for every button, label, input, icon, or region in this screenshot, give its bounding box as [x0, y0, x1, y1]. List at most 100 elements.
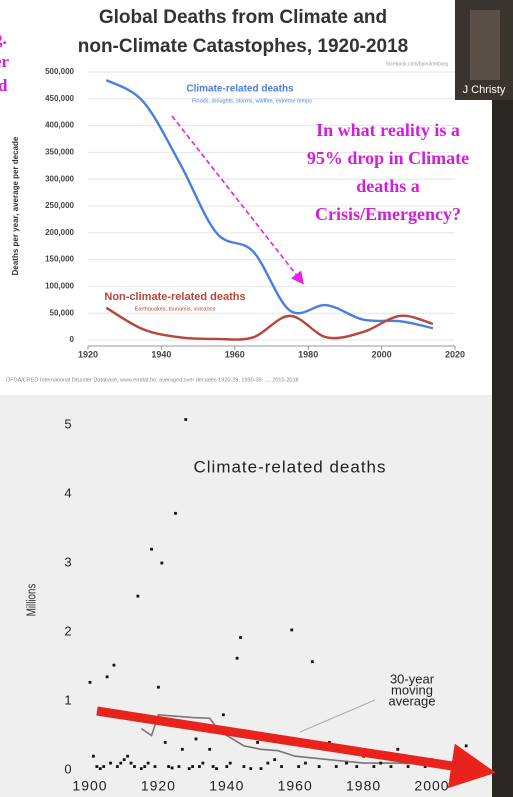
x-tick-label: 2000: [414, 778, 449, 794]
series-label: Non-climate-related deaths: [104, 291, 245, 303]
point: [211, 765, 215, 768]
y-tick-label: 0: [64, 761, 71, 776]
point: [221, 713, 225, 717]
point: [112, 663, 116, 667]
moving-average-label: 30-year: [390, 671, 435, 686]
point: [464, 744, 468, 748]
point: [242, 765, 246, 768]
point: [297, 765, 301, 768]
point: [126, 754, 130, 758]
cropped-text: g.: [0, 29, 7, 48]
point: [95, 765, 99, 768]
x-tick-label: 1940: [151, 349, 171, 359]
x-tick-label: 2020: [445, 349, 465, 359]
point: [133, 765, 136, 768]
y-tick-label: 450,000: [45, 94, 74, 103]
video-label: J Christy: [463, 84, 506, 96]
point: [109, 761, 112, 765]
footnote: OFDA/CRED International Disaster Databas…: [6, 377, 299, 383]
y-tick-label: 3: [64, 554, 71, 569]
point: [396, 747, 400, 751]
point: [170, 766, 174, 770]
x-tick-label: 1900: [72, 778, 107, 794]
cropped-text: er: [0, 52, 10, 71]
dashed-arrow: [171, 115, 304, 285]
y-tick-label: 4: [64, 485, 71, 500]
y-tick-label: 1: [64, 692, 71, 707]
series-line: [105, 306, 434, 341]
point: [355, 765, 359, 768]
y-tick-label: 300,000: [45, 174, 74, 183]
point: [105, 675, 109, 679]
point: [191, 765, 194, 768]
point: [198, 765, 201, 768]
point: [310, 660, 314, 664]
series-note: Earthquakes, tsunamis, volcanos: [135, 306, 216, 312]
point: [153, 765, 157, 768]
point: [239, 636, 242, 639]
point: [225, 765, 229, 768]
point: [266, 761, 270, 765]
x-tick-label: 1940: [209, 778, 244, 794]
point: [177, 765, 181, 768]
point: [92, 754, 95, 758]
point: [194, 737, 198, 741]
series-note: Floods, droughts, storms, wildfire, extr…: [192, 98, 312, 104]
annotation: In what reality is a: [316, 120, 460, 140]
y-tick-label: 200,000: [45, 228, 74, 237]
y-tick-label: 0: [70, 335, 75, 344]
moving-average-label: average: [389, 693, 436, 708]
point: [129, 761, 133, 765]
x-tick-label: 1920: [78, 349, 98, 359]
moving-average-label: moving: [391, 682, 433, 697]
x-tick-label: 1960: [278, 778, 313, 794]
y-tick-label: 400,000: [45, 121, 74, 130]
cropped-text: d: [0, 76, 8, 95]
point: [115, 765, 119, 768]
point: [187, 767, 191, 771]
point: [406, 765, 410, 768]
y-tick-label: 100,000: [45, 282, 74, 291]
point: [98, 767, 102, 771]
x-tick-label: 1980: [346, 778, 381, 794]
chart-title: Climate-related deaths: [193, 457, 386, 476]
point: [423, 765, 427, 768]
point: [146, 761, 150, 765]
y-tick-label: 500,000: [45, 67, 74, 76]
point: [163, 741, 167, 744]
point: [122, 758, 126, 762]
point: [290, 628, 294, 632]
point: [328, 741, 331, 744]
video-person: [470, 10, 500, 80]
y-axis-label: Deaths per year, average per decade: [11, 136, 20, 275]
annotation: 95% drop in Climate: [307, 148, 469, 168]
y-tick-label: 150,000: [45, 255, 74, 264]
point: [143, 765, 147, 768]
y-axis-label: Millions: [25, 584, 39, 617]
y-tick-label: 250,000: [45, 201, 74, 210]
point: [180, 747, 184, 751]
x-tick-label: 1980: [298, 349, 318, 359]
point: [228, 761, 232, 765]
point: [389, 765, 393, 768]
point: [249, 767, 253, 771]
callout: [299, 699, 376, 733]
y-tick-label: 2: [64, 623, 71, 638]
point: [235, 656, 239, 660]
point: [379, 761, 383, 765]
point: [215, 767, 218, 771]
point: [280, 765, 283, 768]
point: [174, 511, 177, 515]
window-edge: [492, 100, 513, 797]
series-label: Climate-related deaths: [186, 84, 294, 95]
point: [119, 761, 123, 765]
point: [102, 765, 106, 768]
annotation: deaths a: [356, 176, 420, 196]
point: [150, 547, 153, 551]
source-credit: facebook.com/bjornlomborg: [386, 61, 448, 67]
point: [167, 765, 171, 768]
x-tick-label: 1960: [225, 349, 245, 359]
moving-average: [140, 713, 433, 766]
